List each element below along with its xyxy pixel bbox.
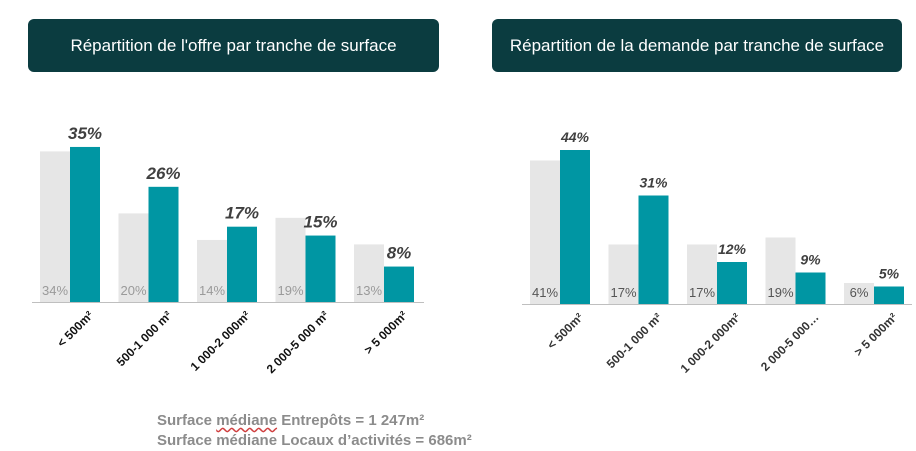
offer-bar-grey-4 bbox=[354, 244, 384, 302]
demand-bar-teal-1 bbox=[638, 195, 669, 304]
demand-bar-teal-3 bbox=[795, 272, 826, 304]
demand-label-teal-0: 44% bbox=[560, 129, 590, 145]
offer-label-grey-4: 13% bbox=[356, 283, 382, 298]
demand-category-0: < 500m² bbox=[544, 310, 586, 352]
offer-category-0: < 500m² bbox=[54, 308, 96, 350]
footnote-1-word: médiane bbox=[216, 412, 278, 429]
offer-bar-grey-2 bbox=[197, 239, 227, 302]
offer-bar-teal-2 bbox=[227, 226, 257, 302]
offer-bar-grey-0 bbox=[40, 151, 70, 302]
offer-label-teal-1: 26% bbox=[145, 164, 180, 183]
demand-category-1: 500-1 000 m² bbox=[604, 310, 665, 371]
offer-category-1: 500-1 000 m² bbox=[114, 308, 175, 369]
offer-label-grey-2: 14% bbox=[199, 283, 225, 298]
demand-bar-grey-0 bbox=[530, 160, 560, 304]
demand-label-grey-0: 41% bbox=[532, 285, 558, 300]
offer-bar-teal-1 bbox=[148, 186, 179, 302]
offer-bar-grey-1 bbox=[118, 213, 149, 302]
footnote-activity-median: Surface médiane Locaux d’activités = 686… bbox=[157, 432, 472, 449]
offer-category-4: > 5 000m² bbox=[361, 308, 410, 357]
footnote-warehouse-median: Surface médiane Entrepôts = 1 247m² bbox=[157, 412, 424, 429]
offer-label-grey-0: 34% bbox=[42, 283, 68, 298]
demand-label-teal-2: 12% bbox=[718, 241, 747, 257]
demand-category-2: 1 000-2 000m² bbox=[678, 310, 744, 376]
footnote-1-prefix: Surface bbox=[157, 412, 217, 429]
offer-label-teal-0: 35% bbox=[68, 124, 102, 143]
demand-label-grey-3: 19% bbox=[767, 285, 793, 300]
demand-bar-teal-2 bbox=[717, 262, 747, 304]
demand-category-4: > 5 000m² bbox=[851, 310, 900, 359]
demand-bar-grey-2 bbox=[687, 244, 717, 304]
offer-label-teal-2: 17% bbox=[225, 204, 259, 223]
offer-label-grey-1: 20% bbox=[120, 283, 146, 298]
demand-bar-grey-3 bbox=[765, 237, 796, 304]
demand-bar-teal-4 bbox=[874, 286, 904, 304]
demand-bar-grey-1 bbox=[608, 244, 639, 304]
demand-chart-title: Répartition de la demande par tranche de… bbox=[492, 19, 902, 72]
offer-bar-teal-0 bbox=[70, 146, 100, 302]
offer-category-2: 1 000-2 000m² bbox=[188, 308, 254, 374]
demand-label-teal-3: 9% bbox=[800, 252, 821, 268]
offer-label-grey-3: 19% bbox=[277, 283, 303, 298]
demand-label-teal-1: 31% bbox=[639, 175, 668, 191]
demand-bar-teal-0 bbox=[560, 150, 590, 304]
offer-bar-teal-3 bbox=[305, 235, 336, 302]
demand-category-3: 2 000-5 000… bbox=[758, 310, 822, 374]
offer-chart-title: Répartition de l'offre par tranche de su… bbox=[28, 19, 439, 72]
demand-label-teal-4: 5% bbox=[879, 266, 900, 282]
demand-label-grey-2: 17% bbox=[689, 285, 715, 300]
footnote-1-suffix: Entrepôts = 1 247m² bbox=[277, 412, 425, 429]
offer-bar-grey-3 bbox=[275, 217, 306, 302]
offer-bar-teal-4 bbox=[384, 266, 414, 302]
offer-label-teal-4: 8% bbox=[387, 244, 412, 263]
demand-label-grey-1: 17% bbox=[610, 285, 636, 300]
demand-bar-grey-4 bbox=[844, 283, 874, 304]
offer-label-teal-3: 15% bbox=[303, 213, 337, 232]
demand-label-grey-4: 6% bbox=[850, 285, 869, 300]
offer-category-3: 2 000-5 000 m² bbox=[264, 308, 332, 376]
